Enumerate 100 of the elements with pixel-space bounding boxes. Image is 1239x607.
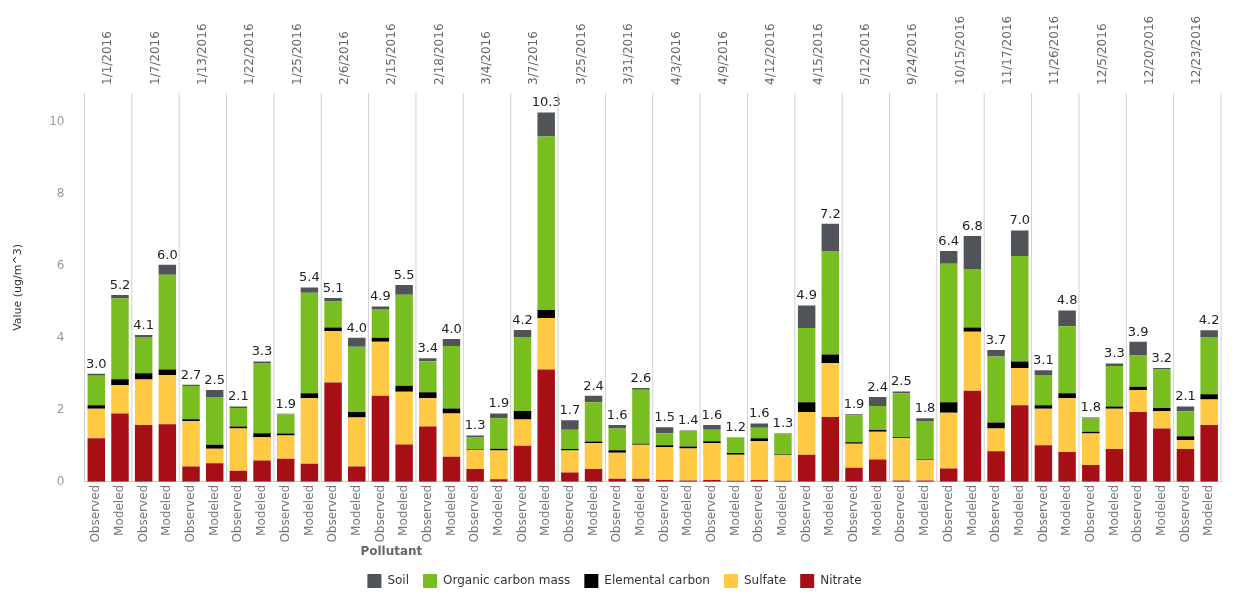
total-label: 3.2 xyxy=(1151,349,1173,365)
x-tick-label: Observed xyxy=(230,484,245,543)
y-tick-label: 2 xyxy=(56,401,65,416)
total-label: 3.9 xyxy=(1127,323,1149,339)
legend-title: Pollutant xyxy=(360,543,423,558)
x-tick-label: Observed xyxy=(277,484,292,543)
total-label: 4.8 xyxy=(1056,292,1078,308)
total-label: 5.4 xyxy=(299,269,320,285)
text: 11/17/2016 xyxy=(1000,15,1015,85)
total-label: 4.9 xyxy=(796,287,817,303)
total-label: 2.5 xyxy=(891,373,912,389)
text: 3/25/2016 xyxy=(573,23,588,85)
total-label: 1.7 xyxy=(559,402,581,418)
total-label: 4.2 xyxy=(1198,312,1220,328)
total-label: 5.2 xyxy=(109,276,131,292)
x-tick-label: Observed xyxy=(561,484,576,543)
x-tick-label: Observed xyxy=(988,484,1003,543)
x-tick-label: Modeled xyxy=(964,484,979,536)
x-tick-label: Observed xyxy=(1177,484,1192,543)
total-label: 4.0 xyxy=(346,319,368,335)
text: 3/4/2016 xyxy=(479,31,494,85)
text: 1/1/2016 xyxy=(100,31,115,85)
text: 12/23/2016 xyxy=(1189,15,1204,85)
total-label: 10.3 xyxy=(531,94,561,110)
x-tick-label: Observed xyxy=(656,484,671,543)
legend-label: Soil xyxy=(387,573,410,588)
text: 4/15/2016 xyxy=(810,23,825,85)
y-tick-label: 8 xyxy=(56,185,65,200)
x-tick-label: Modeled xyxy=(585,484,600,536)
y-tick-label: 0 xyxy=(56,473,65,488)
total-label: 7.0 xyxy=(1009,212,1031,228)
total-label: 1.3 xyxy=(464,417,486,433)
x-tick-label: Modeled xyxy=(869,484,884,536)
total-label: 1.2 xyxy=(725,419,746,435)
y-tick-label: 10 xyxy=(49,113,65,128)
x-tick-label: Modeled xyxy=(348,484,363,536)
x-tick-label: Modeled xyxy=(112,484,127,536)
total-label: 6.8 xyxy=(962,217,983,233)
total-label: 4.9 xyxy=(370,288,391,304)
total-label: 5.5 xyxy=(393,266,415,282)
text: 3/31/2016 xyxy=(621,23,636,85)
total-label: 3.7 xyxy=(985,331,1007,347)
total-label: 3.1 xyxy=(1033,352,1054,368)
text: 2/15/2016 xyxy=(384,23,399,85)
total-label: 1.6 xyxy=(606,406,628,422)
total-label: 1.6 xyxy=(701,406,723,422)
total-label: 3.0 xyxy=(85,355,107,371)
x-tick-label: Observed xyxy=(609,484,624,543)
total-label: 4.1 xyxy=(133,316,155,332)
y-tick-label: 4 xyxy=(56,329,65,344)
y-tick-label: 6 xyxy=(56,257,65,272)
total-label: 1.6 xyxy=(748,405,770,421)
text: 5/12/2016 xyxy=(857,23,872,85)
text: 2/6/2016 xyxy=(337,31,352,85)
x-tick-label: Modeled xyxy=(1201,484,1216,536)
x-tick-label: Observed xyxy=(893,484,908,543)
legend-label: Organic carbon mass xyxy=(443,573,571,588)
text: 1/25/2016 xyxy=(289,23,304,85)
text: 9/24/2016 xyxy=(905,23,920,85)
x-tick-label: Modeled xyxy=(396,484,411,536)
x-tick-label: Observed xyxy=(467,484,482,543)
x-tick-label: Modeled xyxy=(538,484,553,536)
total-label: 4.2 xyxy=(512,311,533,327)
total-label: 2.4 xyxy=(583,377,604,393)
x-tick-label: Observed xyxy=(704,484,719,543)
x-tick-label: Modeled xyxy=(206,484,221,536)
total-label: 2.1 xyxy=(228,388,249,404)
x-tick-label: Observed xyxy=(1035,484,1050,543)
total-label: 3.3 xyxy=(1104,345,1125,361)
total-label: 5.1 xyxy=(322,279,344,295)
total-label: 1.3 xyxy=(772,415,794,431)
total-label: 2.5 xyxy=(204,371,226,387)
x-tick-label: Modeled xyxy=(443,484,458,536)
text: 10/15/2016 xyxy=(952,15,967,85)
total-label: 3.4 xyxy=(417,340,439,356)
legend-label: Nitrate xyxy=(820,573,862,588)
x-tick-label: Modeled xyxy=(1106,484,1121,536)
x-tick-label: Observed xyxy=(183,484,198,543)
text: 12/20/2016 xyxy=(1142,15,1157,85)
text: 3/7/2016 xyxy=(526,31,541,85)
text: 4/3/2016 xyxy=(668,31,683,85)
legend-label: Sulfate xyxy=(743,573,787,588)
legend-label: Elemental carbon xyxy=(604,573,710,588)
total-label: 1.9 xyxy=(488,395,510,411)
x-tick-label: Observed xyxy=(372,484,387,543)
x-tick-label: Observed xyxy=(751,484,766,543)
text: 4/9/2016 xyxy=(715,31,730,85)
text: 1/13/2016 xyxy=(194,23,209,85)
text: 12/5/2016 xyxy=(1094,23,1109,85)
total-label: 1.9 xyxy=(843,396,865,412)
x-tick-label: Modeled xyxy=(727,484,742,536)
text: 4/12/2016 xyxy=(763,23,778,85)
x-tick-label: Observed xyxy=(940,484,955,543)
x-tick-label: Observed xyxy=(1082,484,1097,543)
total-label: 7.2 xyxy=(819,205,841,221)
text: 1/22/2016 xyxy=(242,23,257,85)
total-label: 1.8 xyxy=(1080,399,1102,415)
x-tick-label: Observed xyxy=(846,484,861,543)
text: 11/26/2016 xyxy=(1047,15,1062,85)
x-tick-label: Observed xyxy=(514,484,529,543)
